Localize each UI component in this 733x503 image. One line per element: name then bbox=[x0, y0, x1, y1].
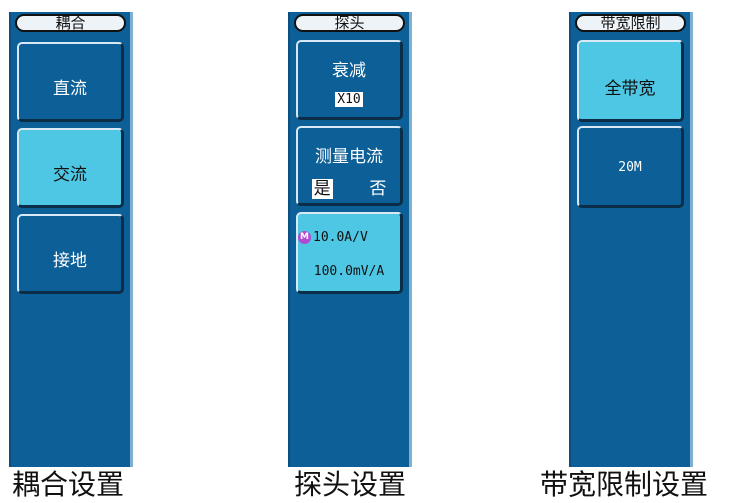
probe-attenuation-button[interactable]: 衰减 X10 bbox=[296, 40, 403, 120]
bandwidth-caption: 带宽限制设置 bbox=[540, 468, 709, 501]
coupling-dc-button[interactable]: 直流 bbox=[17, 42, 124, 122]
measure-current-no-option: 否 bbox=[369, 179, 387, 199]
probe-ratio-button[interactable]: M 10.0A/V 100.0mV/A bbox=[296, 212, 403, 294]
probe-menu-header: 探头 bbox=[290, 12, 409, 34]
ratio-line1: 10.0A/V bbox=[313, 230, 368, 245]
full-bandwidth-label: 全带宽 bbox=[604, 79, 656, 99]
bandwidth-20m-button[interactable]: 20M bbox=[577, 126, 684, 208]
m-badge-icon: M bbox=[298, 231, 311, 244]
probe-menu-panel: 探头 衰减 X10 测量电流 是 否 M 10.0A/V 100.0mV/A bbox=[288, 12, 412, 467]
coupling-ground-label: 接地 bbox=[53, 251, 87, 271]
coupling-dc-label: 直流 bbox=[53, 79, 87, 99]
probe-caption: 探头设置 bbox=[294, 468, 407, 501]
bandwidth-menu-panel: 带宽限制 全带宽 20M bbox=[569, 12, 693, 467]
measure-current-label: 测量电流 bbox=[315, 147, 383, 167]
probe-measure-current-button[interactable]: 测量电流 是 否 bbox=[296, 126, 403, 206]
coupling-caption: 耦合设置 bbox=[12, 468, 125, 501]
bandwidth-menu-header: 带宽限制 bbox=[571, 12, 690, 34]
full-bandwidth-button[interactable]: 全带宽 bbox=[577, 40, 684, 122]
coupling-menu-header: 耦合 bbox=[11, 12, 130, 34]
attenuation-label: 衰减 bbox=[332, 61, 366, 81]
coupling-ac-label: 交流 bbox=[53, 165, 87, 185]
coupling-menu-title: 耦合 bbox=[15, 14, 126, 32]
bandwidth-menu-title: 带宽限制 bbox=[575, 14, 686, 32]
coupling-menu-panel: 耦合 直流 交流 接地 bbox=[9, 12, 133, 467]
probe-menu-title: 探头 bbox=[294, 14, 405, 32]
coupling-ac-button[interactable]: 交流 bbox=[17, 128, 124, 208]
measure-current-yes-option: 是 bbox=[311, 179, 333, 199]
coupling-ground-button[interactable]: 接地 bbox=[17, 214, 124, 294]
bandwidth-20m-label: 20M bbox=[618, 160, 642, 175]
ratio-line2: 100.0mV/A bbox=[313, 264, 385, 279]
attenuation-value: X10 bbox=[335, 92, 363, 107]
